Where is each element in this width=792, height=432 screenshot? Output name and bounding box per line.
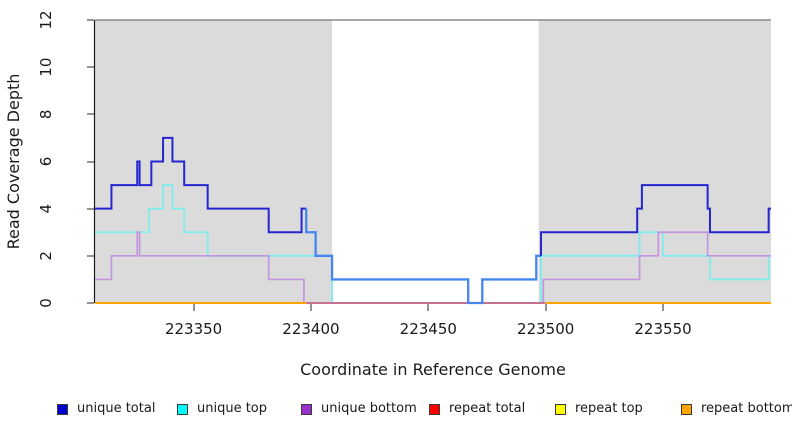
- series-line-unique-total: [539, 184, 771, 256]
- legend-item-repeat-top: repeat top: [555, 401, 643, 417]
- y-tick-label: 10: [37, 58, 55, 77]
- legend-label: unique top: [197, 401, 268, 416]
- legend-item-unique-top: unique top: [177, 401, 267, 417]
- legend-swatch-repeat-total: [429, 403, 440, 415]
- y-tick-label: 8: [37, 110, 55, 120]
- shaded-region: [538, 20, 771, 303]
- legend-label: repeat top: [575, 401, 643, 416]
- legend-label: repeat bottom: [701, 401, 792, 416]
- legend-item-repeat-total: repeat total: [429, 401, 525, 417]
- series-line-unique-total: [305, 208, 541, 305]
- series-line-unique-bottom: [95, 231, 771, 304]
- legend-swatch-unique-bottom: [301, 403, 312, 415]
- y-tick-label: 0: [37, 298, 55, 308]
- x-tick-label: 223350: [165, 320, 222, 338]
- legend-swatch-repeat-bottom: [681, 403, 692, 415]
- legend-swatch-repeat-top: [555, 403, 566, 415]
- legend-item-unique-total: unique total: [57, 401, 155, 417]
- y-tick-label: 4: [37, 204, 55, 214]
- legend-item-repeat-bottom: repeat bottom: [681, 401, 792, 417]
- x-tick-label: 223450: [400, 320, 457, 338]
- legend-swatch-unique-top: [177, 403, 188, 415]
- y-tick-label: 12: [37, 10, 55, 29]
- y-axis-title: Read Coverage Depth: [4, 74, 23, 250]
- legend-label: repeat total: [449, 401, 526, 416]
- series-line-unique-total: [95, 136, 307, 234]
- x-tick-label: 223500: [517, 320, 574, 338]
- x-tick-label: 223400: [282, 320, 339, 338]
- legend-label: unique total: [77, 401, 156, 416]
- plot-area: 0 2 4 6 8 10 12 223350 223400 223450 223500 223550: [37, 10, 771, 338]
- y-tick-label: 6: [37, 157, 55, 167]
- shaded-region: [95, 20, 333, 303]
- y-tick-label: 2: [37, 251, 55, 261]
- legend-item-unique-bottom: unique bottom: [301, 401, 417, 417]
- legend-label: unique bottom: [321, 401, 417, 416]
- legend-swatch-unique-total: [57, 403, 68, 415]
- x-axis-title: Coordinate in Reference Genome: [300, 360, 566, 379]
- x-tick-label: 223550: [634, 320, 691, 338]
